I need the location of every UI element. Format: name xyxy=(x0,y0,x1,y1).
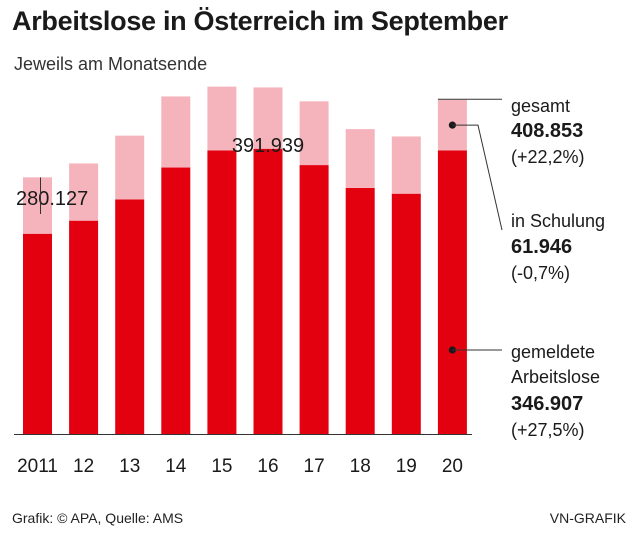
chart-subtitle: Jeweils am Monatsende xyxy=(14,54,208,74)
x-tick-14: 14 xyxy=(165,456,187,477)
value-label-2011: 280.127 xyxy=(16,188,88,210)
bar-training-19 xyxy=(391,136,421,194)
value-labels: 280.127 391.939 xyxy=(16,135,304,214)
bars-group xyxy=(23,86,467,435)
bar-training-12 xyxy=(69,163,99,221)
x-tick-labels: 2011 12 13 14 15 16 17 18 19 20 xyxy=(17,456,463,477)
x-tick-18: 18 xyxy=(350,456,371,477)
x-tick-13: 13 xyxy=(119,456,140,477)
x-tick-19: 19 xyxy=(396,456,417,477)
callout-total-value: 408.853 xyxy=(511,120,583,142)
bar-registered-20 xyxy=(437,150,467,435)
bar-training-15 xyxy=(207,86,237,151)
bar-training-2011 xyxy=(23,177,52,234)
brand-label: VN-GRAFIK xyxy=(549,510,626,526)
bar-registered-18 xyxy=(345,187,375,434)
bar-registered-12 xyxy=(69,220,99,434)
bar-registered-14 xyxy=(161,167,191,434)
x-tick-15: 15 xyxy=(211,456,232,477)
callout-registered-label1: gemeldete xyxy=(511,342,595,362)
bar-registered-15 xyxy=(207,150,237,434)
x-tick-2011: 2011 xyxy=(17,456,58,477)
x-tick-12: 12 xyxy=(73,456,94,477)
bar-training-14 xyxy=(161,96,191,168)
bar-training-16 xyxy=(253,87,283,149)
bar-registered-17 xyxy=(299,165,329,435)
bar-registered-16 xyxy=(253,148,283,434)
x-tick-16: 16 xyxy=(257,456,278,477)
callouts: gesamt 408.853 (+22,2%) in Schulung 61.946 (-… xyxy=(437,96,605,440)
bar-registered-19 xyxy=(391,193,421,434)
callout-registered-value: 346.907 xyxy=(511,393,583,415)
callout-training-value: 61.946 xyxy=(511,236,572,258)
callout-training-leader xyxy=(452,124,503,231)
callout-registered-change: (+27,5%) xyxy=(511,420,585,440)
bar-chart: 2011 12 13 14 15 16 17 18 19 20 280.127 391.939 ge… xyxy=(14,86,605,477)
callout-registered-label2: Arbeitslose xyxy=(511,367,600,387)
chart-title: Arbeitslose in Österreich im September xyxy=(12,6,508,36)
value-label-16: 391.939 xyxy=(232,135,304,157)
bar-registered-2011 xyxy=(23,233,52,434)
x-tick-20: 20 xyxy=(442,456,463,477)
bar-training-17 xyxy=(299,101,329,166)
callout-total-label: gesamt xyxy=(511,96,570,116)
callout-total-change: (+22,2%) xyxy=(511,147,585,167)
callout-training-change: (-0,7%) xyxy=(511,263,570,283)
bar-training-13 xyxy=(115,135,145,200)
bar-registered-13 xyxy=(115,199,145,434)
bar-training-18 xyxy=(345,129,375,188)
callout-training-label: in Schulung xyxy=(511,211,605,231)
source-note: Grafik: © APA, Quelle: AMS xyxy=(12,510,184,526)
x-tick-17: 17 xyxy=(304,456,325,477)
